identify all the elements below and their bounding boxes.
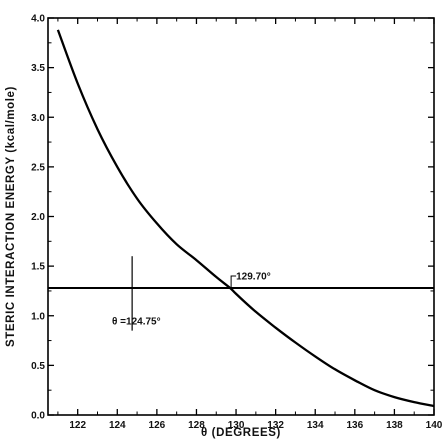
- y-tick-label: 1.0: [31, 311, 45, 322]
- x-tick-label: 132: [267, 420, 284, 431]
- y-axis-ticks: 0.0 0.5 1.0 1.5 2.0 2.5 3.0 3.5 4.0: [31, 14, 434, 422]
- y-tick-label: 1.5: [31, 262, 45, 273]
- y-tick-label: 2.0: [31, 212, 45, 223]
- x-tick-label: 128: [188, 420, 205, 431]
- x-axis-ticks: 122 124 126 128 130 132 134 136 138 140: [57, 18, 443, 431]
- energy-curve: [56, 29, 435, 408]
- x-tick-label: 122: [69, 420, 86, 431]
- intersection-leader: [230, 275, 237, 287]
- x-tick-label: 124: [109, 420, 126, 431]
- y-tick-label: 4.0: [31, 14, 45, 25]
- y-tick-label: 0.5: [31, 361, 45, 372]
- y-tick-label: 3.5: [31, 63, 45, 74]
- theta-marker-label: θ =124.75°: [112, 317, 161, 328]
- x-tick-label: 130: [228, 420, 245, 431]
- plot-content: θ =124.75° 129.70°: [48, 29, 435, 408]
- x-tick-label: 126: [149, 420, 166, 431]
- y-tick-label: 2.5: [31, 162, 45, 173]
- x-axis-title: θ (DEGREES): [201, 427, 281, 439]
- y-tick-label: 3.0: [31, 113, 45, 124]
- x-tick-label: 138: [386, 420, 403, 431]
- x-tick-label: 136: [346, 420, 363, 431]
- intersection-label: 129.70°: [236, 272, 271, 283]
- x-tick-label: 140: [426, 420, 443, 431]
- y-tick-label: 0.0: [31, 411, 45, 422]
- plot-frame: [47, 17, 435, 416]
- x-tick-label: 134: [307, 420, 324, 431]
- y-axis-title: STERIC INTERACTION ENERGY (kcal/mole): [5, 86, 17, 347]
